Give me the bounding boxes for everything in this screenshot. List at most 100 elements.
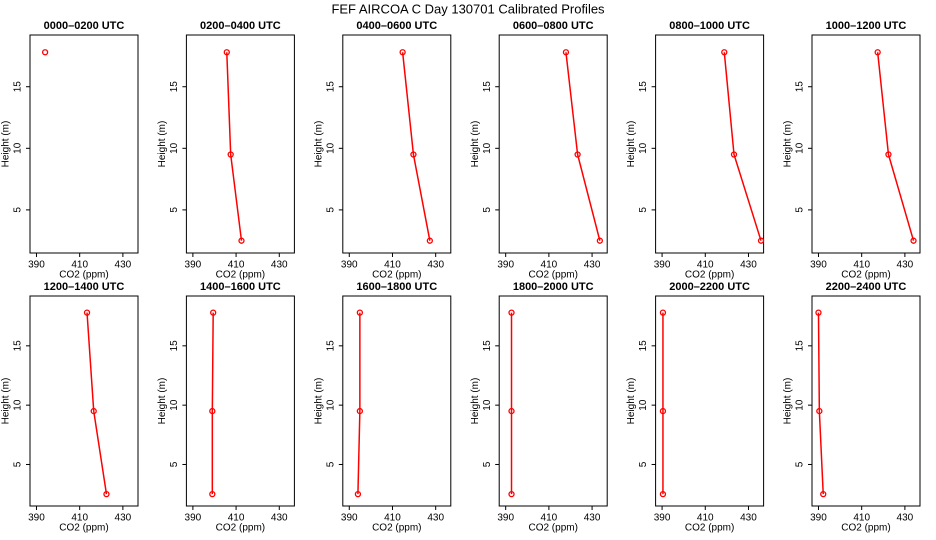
x-tick-label: 430 [427, 260, 444, 271]
y-tick-label: 15 [13, 340, 24, 352]
x-axis-label: CO2 (ppm) [216, 523, 265, 534]
y-tick-label: 10 [169, 399, 180, 411]
data-point [874, 49, 881, 56]
x-tick-label: 410 [384, 513, 401, 524]
data-point [399, 49, 406, 56]
x-tick-label: 410 [697, 260, 714, 271]
plot-frame [655, 34, 765, 254]
x-tick-label: 390 [341, 260, 358, 271]
y-tick-label: 15 [482, 340, 493, 352]
panel-title: 1000–1200 UTC [826, 20, 907, 32]
x-tick-label: 430 [427, 513, 444, 524]
x-tick-label: 430 [271, 260, 288, 271]
x-axis-label: CO2 (ppm) [841, 270, 890, 281]
panel-title: 0800–1000 UTC [669, 20, 750, 32]
x-tick-label: 390 [810, 260, 827, 271]
plot-frame [811, 34, 921, 254]
data-point [354, 490, 362, 498]
y-axis-label: Height (m) [157, 121, 168, 168]
data-point [820, 490, 827, 498]
data-point [596, 237, 604, 244]
x-tick-label: 410 [71, 260, 88, 271]
data-point [757, 237, 765, 244]
panel-title: 0000–0200 UTC [44, 20, 125, 32]
panel-title: 1800–2000 UTC [513, 281, 594, 293]
panel-title: 1600–1800 UTC [356, 281, 437, 293]
data-point [659, 407, 667, 415]
y-axis-label: Height (m) [1, 378, 12, 425]
y-tick-label: 10 [638, 142, 649, 154]
data-point [356, 309, 364, 316]
profile-line [401, 52, 431, 241]
x-tick-label: 410 [853, 513, 870, 524]
plot-frame [185, 295, 295, 507]
y-axis-label: Height (m) [1, 121, 12, 168]
x-axis-label: CO2 (ppm) [372, 523, 421, 534]
x-tick-label: 390 [654, 513, 671, 524]
y-tick-label: 10 [795, 142, 806, 154]
x-axis-label: CO2 (ppm) [59, 270, 108, 281]
panel-title: 1200–1400 UTC [44, 281, 125, 293]
data-point [41, 49, 49, 56]
x-tick-label: 410 [853, 260, 870, 271]
y-tick-label: 5 [795, 207, 806, 213]
data-point [426, 237, 433, 244]
data-point [562, 49, 570, 56]
profile-line [817, 312, 824, 495]
y-axis-label: Height (m) [626, 121, 637, 168]
y-tick-label: 5 [13, 207, 24, 213]
y-axis-label: Height (m) [470, 121, 481, 168]
data-point [910, 237, 917, 244]
x-tick-label: 390 [497, 260, 514, 271]
profile-line [211, 312, 214, 495]
profile-line [876, 52, 915, 241]
x-axis-label: CO2 (ppm) [528, 523, 577, 534]
x-tick-label: 390 [810, 513, 827, 524]
x-tick-label: 430 [740, 513, 757, 524]
data-point [223, 49, 230, 56]
x-axis-label: CO2 (ppm) [59, 523, 108, 534]
data-point [815, 309, 822, 316]
y-tick-label: 10 [13, 142, 24, 154]
y-tick-label: 15 [13, 81, 24, 93]
data-point [508, 309, 515, 316]
y-tick-label: 5 [482, 207, 493, 213]
y-tick-label: 15 [482, 81, 493, 93]
x-axis-label: CO2 (ppm) [216, 270, 265, 281]
x-tick-label: 410 [541, 513, 558, 524]
data-point [410, 151, 417, 158]
y-axis-label: Height (m) [783, 378, 794, 425]
x-tick-label: 430 [584, 513, 601, 524]
plot-frame [498, 295, 608, 507]
y-tick-label: 5 [325, 207, 336, 213]
y-tick-label: 15 [169, 81, 180, 93]
data-point [209, 407, 216, 415]
data-point [659, 309, 667, 316]
y-tick-label: 15 [169, 340, 180, 352]
plot-frame [655, 295, 765, 507]
x-tick-label: 390 [341, 513, 358, 524]
y-tick-label: 10 [169, 142, 180, 154]
y-tick-label: 5 [795, 461, 806, 467]
y-tick-label: 15 [325, 340, 336, 352]
x-axis-label: CO2 (ppm) [372, 270, 421, 281]
y-axis-label: Height (m) [313, 378, 324, 425]
data-point [103, 490, 110, 498]
x-axis-label: CO2 (ppm) [841, 523, 890, 534]
data-point [209, 490, 216, 498]
y-tick-label: 10 [325, 399, 336, 411]
y-tick-label: 10 [482, 142, 493, 154]
y-tick-label: 5 [482, 461, 493, 467]
x-axis-label: CO2 (ppm) [528, 270, 577, 281]
data-point [659, 490, 667, 498]
x-tick-label: 390 [497, 513, 514, 524]
profile-line [226, 52, 243, 241]
data-point [210, 309, 217, 316]
x-tick-label: 430 [115, 260, 132, 271]
x-tick-label: 390 [185, 513, 202, 524]
profile-line [357, 312, 361, 495]
y-tick-label: 10 [325, 142, 336, 154]
data-point [227, 151, 234, 158]
x-axis-label: CO2 (ppm) [685, 523, 734, 534]
y-tick-label: 15 [325, 81, 336, 93]
